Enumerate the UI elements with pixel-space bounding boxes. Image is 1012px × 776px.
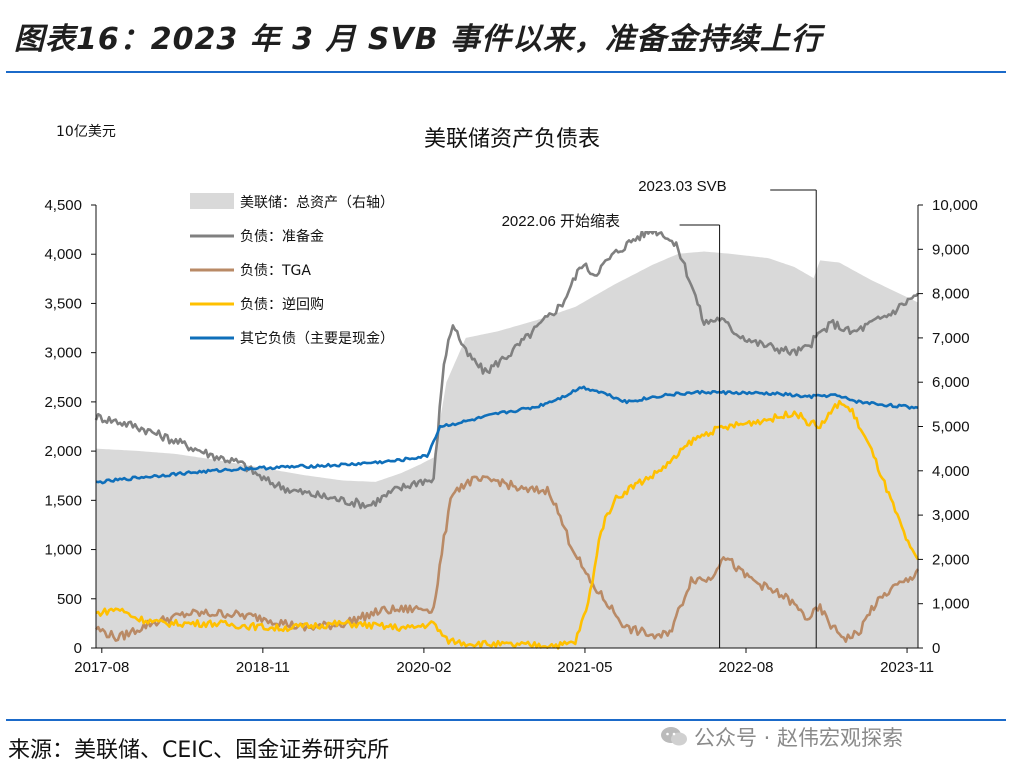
- annotation-label-bg: [634, 174, 767, 196]
- figure-title: 图表16：2023 年 3 月 SVB 事件以来，准备金持续上行: [14, 22, 823, 57]
- y-right-tick-label: 7,000: [932, 330, 970, 347]
- series-line-reverse-repo: [95, 399, 920, 650]
- y-left-tick-label: 2,500: [44, 394, 82, 411]
- legend-label: 美联储：总资产（右轴）: [240, 195, 394, 211]
- legend-label: 负债：逆回购: [240, 297, 324, 313]
- y-right-tick-label: 2,000: [932, 551, 970, 568]
- balance-sheet-chart: 美联储资产负债表 10亿美元 0 500 1,000 1,500 2,000 2,500 3…: [44, 124, 977, 676]
- x-tick-label: 2020-02: [396, 659, 451, 676]
- y-left-tick-label: 3,500: [44, 295, 82, 312]
- series-line-tga: [95, 475, 920, 643]
- y-right-tick-label: 8,000: [932, 286, 970, 303]
- y-right-tick-label: 4,000: [932, 463, 970, 480]
- y-left-tick-label: 500: [57, 591, 82, 608]
- chart-title: 美联储资产负债表: [424, 127, 600, 152]
- watermark-text: 公众号 · 赵伟宏观探索: [694, 726, 904, 750]
- series-area-total-assets: [96, 251, 918, 648]
- x-tick-label: 2017-08: [74, 659, 129, 676]
- y-right-tick-label: 1,000: [932, 596, 970, 613]
- series-line-other: [95, 385, 919, 485]
- annotation-label: 2022.06 开始缩表: [502, 213, 620, 230]
- legend-swatch: [190, 193, 234, 209]
- y-left-tick-label: 4,500: [44, 197, 82, 214]
- x-tick-label: 2022-08: [718, 659, 773, 676]
- title-rule: [6, 71, 1006, 73]
- y-right-tick-label: 9,000: [932, 241, 970, 258]
- y-right-tick-label: 0: [932, 640, 940, 657]
- y-right-tick-label: 6,000: [932, 374, 970, 391]
- wechat-icon: [661, 727, 687, 746]
- annotations: 2022.06 开始缩表 2023.03 SVB: [497, 174, 817, 648]
- annotation-label: 2023.03 SVB: [638, 178, 726, 195]
- watermark: 公众号 · 赵伟宏观探索: [660, 722, 903, 752]
- y-left-tick-label: 4,000: [44, 246, 82, 263]
- y-left-tick-label: 2,000: [44, 443, 82, 460]
- y-right-tick-label: 10,000: [932, 197, 978, 214]
- x-tick-label: 2021-05: [557, 659, 612, 676]
- annotation-label-bg: [497, 209, 676, 231]
- y-left-tick-label: 0: [74, 640, 82, 657]
- y-left-tick-label: 1,000: [44, 542, 82, 559]
- x-tick-label: 2018-11: [236, 659, 290, 676]
- legend-label: 其它负债（主要是现金）: [240, 330, 394, 347]
- left-axis-unit: 10亿美元: [56, 124, 116, 140]
- y-left-tick-label: 3,000: [44, 345, 82, 362]
- source-note: 来源：美联储、CEIC、国金证券研究所: [8, 738, 390, 763]
- axis-layer: 0 500 1,000 1,500 2,000 2,500 3,000 3,500 4,000 4…: [44, 197, 977, 676]
- series-line-reserves: [94, 227, 919, 510]
- area-layer: [96, 251, 918, 648]
- y-right-tick-label: 3,000: [932, 507, 970, 524]
- legend-label: 负债：准备金: [240, 228, 324, 245]
- x-tick-label: 2023-11: [880, 659, 934, 676]
- line-layer: [94, 227, 920, 650]
- legend-label: 负债：TGA: [240, 263, 311, 279]
- y-left-tick-label: 1,500: [44, 492, 82, 509]
- footer-rule: [6, 719, 1006, 721]
- y-right-tick-label: 5,000: [932, 419, 970, 436]
